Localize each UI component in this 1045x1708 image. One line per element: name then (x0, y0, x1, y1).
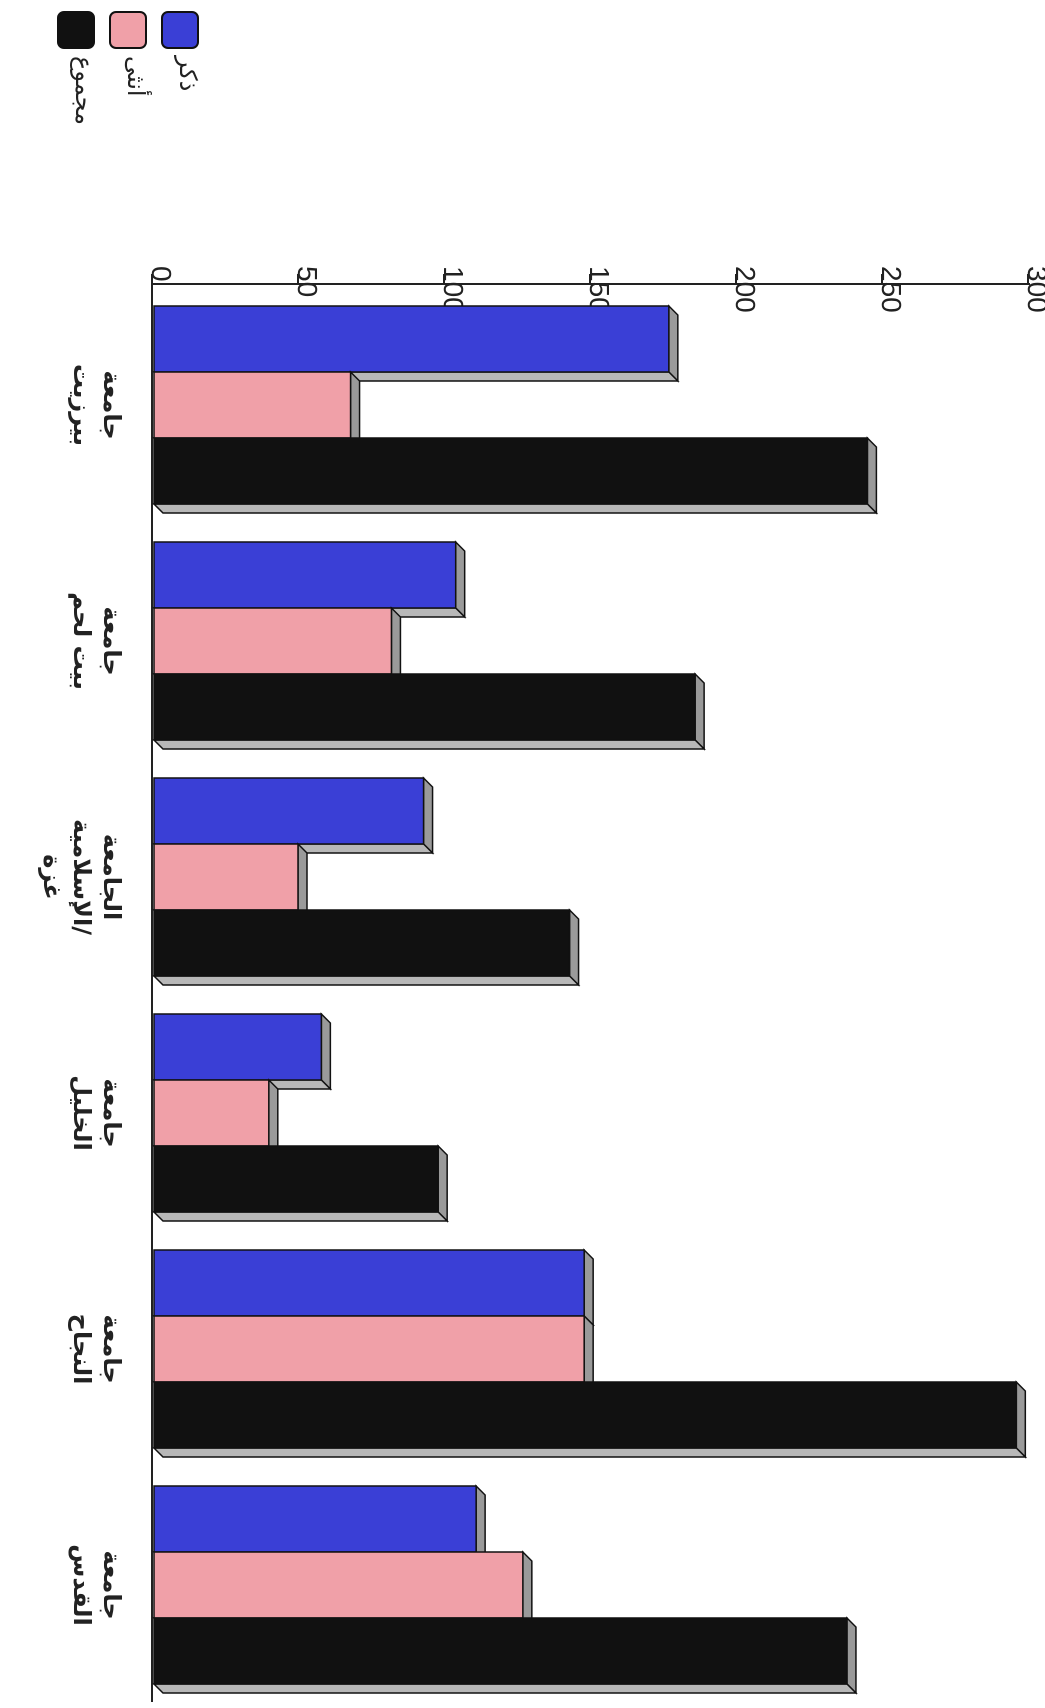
bar-face (153, 1249, 585, 1317)
category-label: جامعة (98, 1550, 126, 1619)
bar-face (153, 777, 425, 845)
bar-face (153, 1315, 585, 1383)
tick-label: 0 (146, 266, 177, 282)
category-label: الإسلامية/ (68, 819, 96, 935)
category-label: جامعة (98, 606, 126, 675)
bar-face (153, 1079, 270, 1147)
legend-label: ذكر (174, 55, 202, 91)
bar-side (694, 672, 705, 751)
tick-label: 250 (876, 266, 907, 313)
category-label: بيرزيت (68, 364, 96, 446)
bar-side (1015, 1380, 1027, 1459)
legend: ذكر أنثى مجموع (57, 11, 202, 125)
tick-label: 150 (584, 266, 615, 313)
legend-swatch (109, 11, 147, 49)
bar-bottom (152, 1683, 858, 1694)
category-label: جامعة (98, 1078, 126, 1147)
bar (152, 304, 680, 383)
bar (152, 606, 403, 685)
bar (152, 1550, 534, 1629)
bar-face (153, 1485, 477, 1553)
bar-side (454, 540, 466, 619)
bar-bottom (152, 739, 706, 750)
bar-face (153, 843, 299, 911)
bar (152, 1616, 858, 1695)
bar-bottom (152, 503, 879, 514)
bar (152, 1314, 595, 1393)
tick-label: 200 (730, 266, 761, 313)
bar-side (522, 1550, 533, 1629)
bar-face (153, 1617, 848, 1685)
bar-side (475, 1484, 486, 1563)
bar (152, 1484, 487, 1563)
bar (152, 672, 706, 751)
value-axis: 0 50 100 150 200 250 300 (146, 266, 1045, 1702)
bar-face (153, 371, 352, 439)
bars (152, 304, 1028, 1695)
bar-face (153, 1381, 1018, 1449)
bar (152, 370, 362, 449)
bar-bottom (152, 1447, 1028, 1458)
legend-swatch (161, 11, 199, 49)
bar-side (297, 842, 308, 921)
bar-side (568, 908, 580, 987)
bar (152, 540, 467, 619)
tick-label: 300 (1022, 266, 1045, 313)
legend-label: أنثى (122, 56, 152, 97)
bar-side (268, 1078, 279, 1157)
legend-label: مجموع (70, 56, 98, 125)
category-label: جامعة (98, 370, 126, 439)
category-label: جامعة (98, 1314, 126, 1383)
bar-side (846, 1616, 857, 1695)
category-label: بيت لحم (68, 592, 96, 690)
category-label: الجامعة (98, 834, 126, 921)
bar-side (668, 304, 679, 383)
category-label: القدس (68, 1544, 96, 1626)
bar-face (153, 1145, 439, 1213)
bar-face (153, 437, 869, 505)
legend-swatch (57, 11, 95, 49)
bar (152, 436, 879, 515)
bar (152, 1078, 280, 1157)
bar-side (437, 1144, 448, 1223)
category-label: الخليل (68, 1075, 96, 1151)
bar-side (390, 606, 402, 685)
bar-side (583, 1248, 594, 1327)
tick-label: 50 (292, 266, 323, 297)
bar-face (153, 1551, 524, 1619)
tick-label: 100 (438, 266, 469, 313)
bar (152, 776, 435, 855)
bar-bottom (152, 975, 581, 986)
category-label: غزة (38, 854, 66, 900)
bar-face (153, 607, 393, 675)
bar-face (153, 305, 670, 373)
bar-side (320, 1012, 332, 1091)
bar (152, 1248, 595, 1327)
bar-side (866, 436, 878, 515)
bar-side (422, 776, 434, 855)
bar (152, 1144, 449, 1223)
bar-side (583, 1314, 594, 1393)
bar-face (153, 1013, 323, 1081)
bar (152, 908, 581, 987)
bar-face (153, 541, 457, 609)
bar (152, 842, 309, 921)
category-label: النجاح (68, 1314, 96, 1385)
bar-face (153, 673, 696, 741)
bar-face (153, 909, 571, 977)
bar-side (349, 370, 361, 449)
bar (152, 1380, 1028, 1459)
bar-bottom (152, 1211, 449, 1222)
bar (152, 1012, 333, 1091)
